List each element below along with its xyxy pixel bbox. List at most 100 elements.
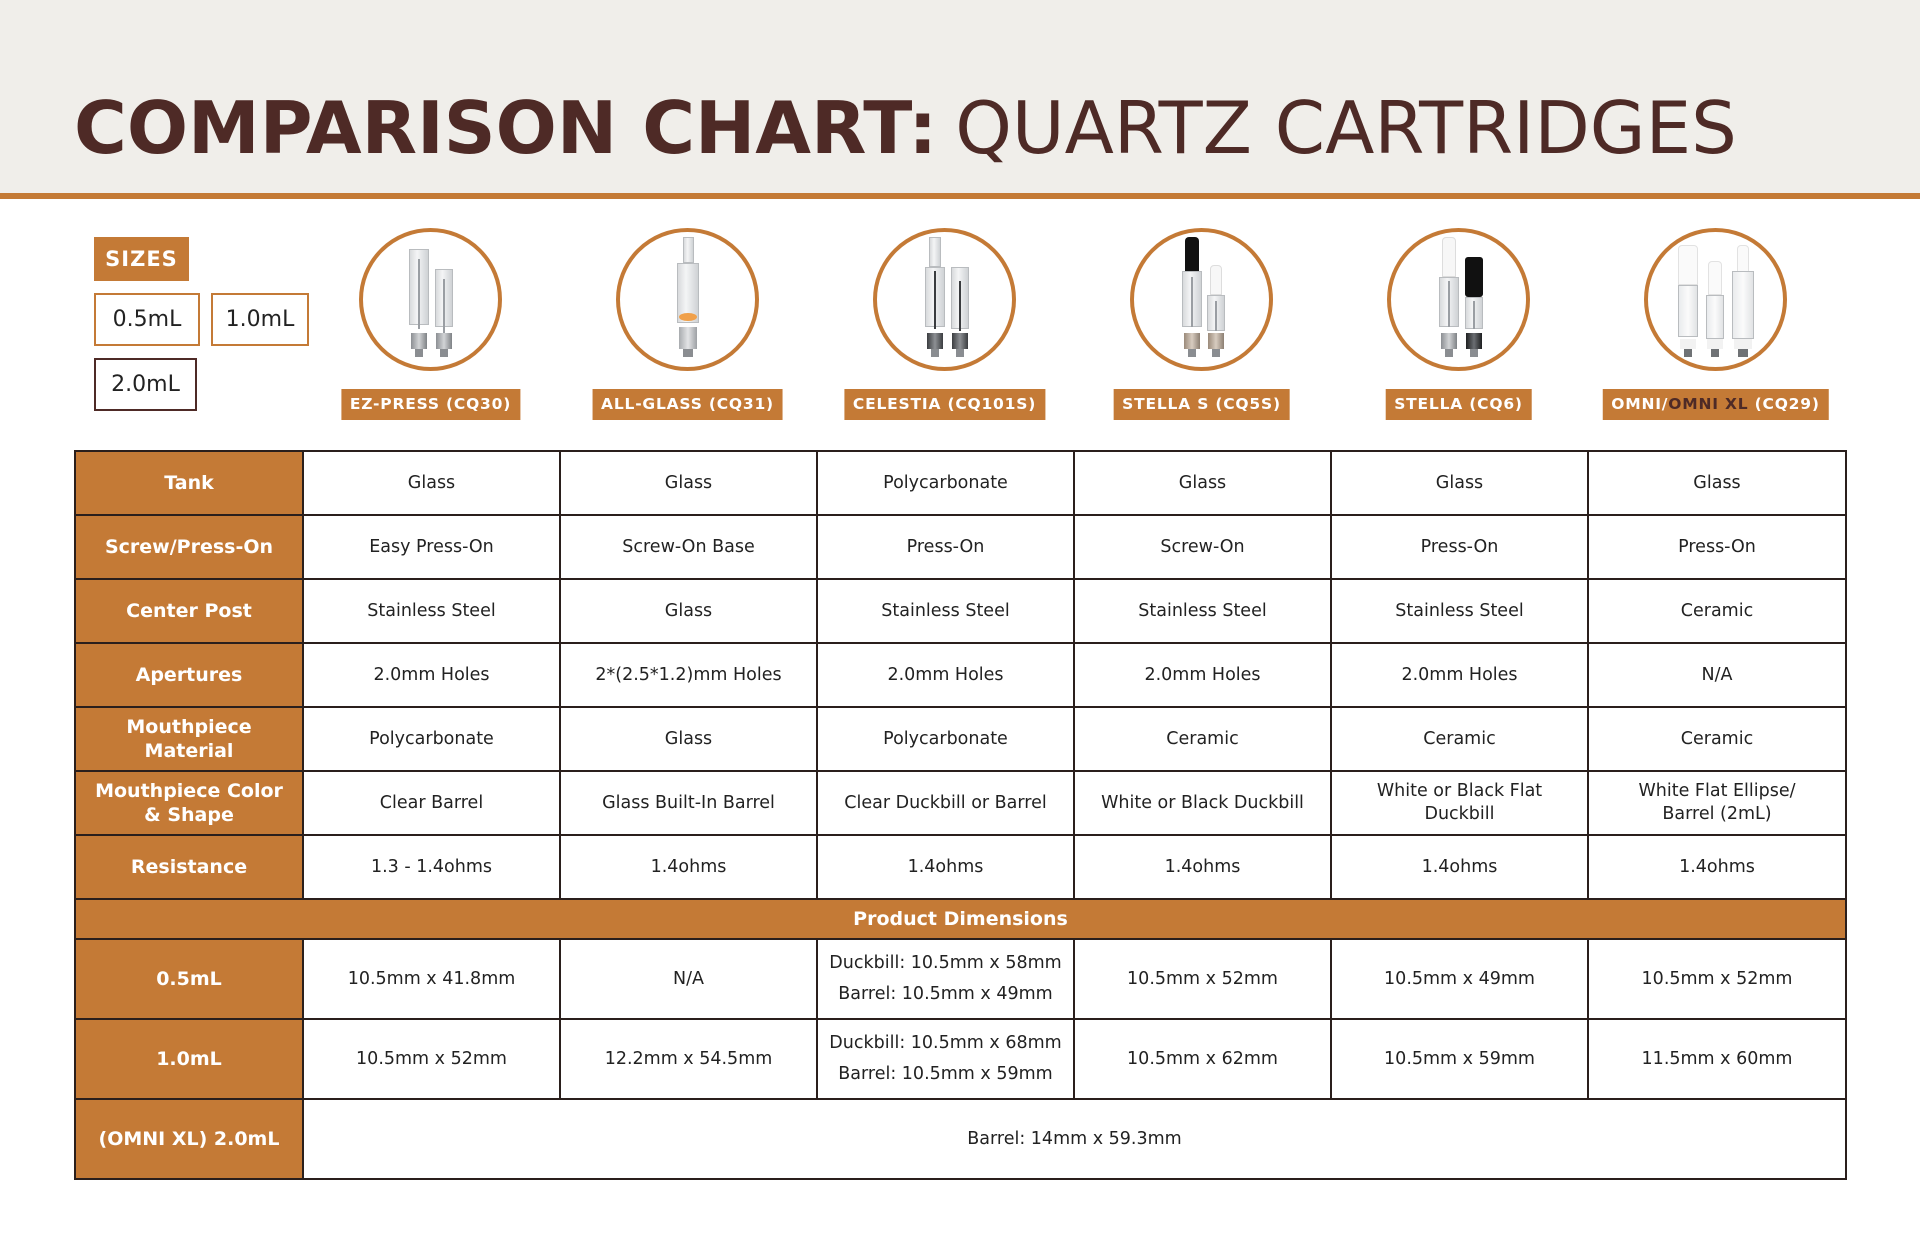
product-label-all-glass: ALL-GLASS (CQ31): [592, 389, 783, 420]
product-label-ez-press: EZ-PRESS (CQ30): [340, 389, 521, 420]
table-row-dim-20ml: (OMNI XL) 2.0mL Barrel: 14mm x 59.3mm: [74, 1098, 1847, 1180]
section-title: Product Dimensions: [74, 898, 1847, 940]
label-part: OMNI/: [1611, 395, 1669, 413]
table-row-tank: Tank Glass Glass Polycarbonate Glass Gla…: [74, 450, 1847, 516]
comparison-table: Tank Glass Glass Polycarbonate Glass Gla…: [74, 450, 1847, 1180]
cell-line: 10.5mm x 52mm: [1127, 968, 1278, 989]
cartridge-icon: [1465, 257, 1483, 357]
cartridge-icon: [1706, 261, 1724, 357]
table-cell: 10.5mm x 52mm: [302, 1018, 561, 1100]
table-cell: White Flat Ellipse/Barrel (2mL): [1587, 770, 1847, 836]
table-cell: 10.5mm x 41.8mm: [302, 938, 561, 1020]
size-05ml: 0.5mL: [94, 293, 200, 346]
cell-line: Clear Barrel: [379, 792, 484, 813]
row-label: 0.5mL: [74, 938, 304, 1020]
product-all-glass: ALL-GLASS (CQ31): [559, 226, 816, 426]
cartridge-icon: [925, 237, 945, 357]
row-label: Tank: [74, 450, 304, 516]
table-cell: White or Black Flat Duckbill: [1330, 770, 1589, 836]
table-cell: 2*(2.5*1.2)mm Holes: [559, 642, 818, 708]
title-light: QUARTZ CARTRIDGES: [955, 86, 1737, 170]
product-omni: OMNI/OMNI XL (CQ29): [1587, 226, 1844, 426]
cartridge-icon: [1732, 245, 1754, 357]
table-cell: Stainless Steel: [1073, 578, 1332, 644]
page-title: COMPARISON CHART: QUARTZ CARTRIDGES: [74, 88, 1737, 168]
product-image-stella-s: [1130, 228, 1273, 371]
table-cell: Ceramic: [1330, 706, 1589, 772]
row-label: Mouthpiece Color & Shape: [74, 770, 304, 836]
table-cell: 1.4ohms: [559, 834, 818, 900]
product-image-all-glass: [616, 228, 759, 371]
cell-line: Duckbill: [1424, 804, 1495, 824]
table-cell: 12.2mm x 54.5mm: [559, 1018, 818, 1100]
cartridge-icon: [677, 237, 699, 357]
table-cell: 10.5mm x 52mm: [1587, 938, 1847, 1020]
table-row-dim-10ml: 1.0mL 10.5mm x 52mm 12.2mm x 54.5mm Duck…: [74, 1018, 1847, 1100]
table-cell: Clear Duckbill or Barrel: [816, 770, 1075, 836]
cartridge-icon: [1182, 237, 1202, 357]
product-image-omni: [1644, 228, 1787, 371]
table-cell: 1.3 - 1.4ohms: [302, 834, 561, 900]
cell-line: Barrel: 10.5mm x 59mm: [838, 1064, 1053, 1084]
table-row-mouthpiece-material: Mouthpiece Material Polycarbonate Glass P…: [74, 706, 1847, 772]
cell-line: Barrel (2mL): [1662, 804, 1772, 824]
product-label-stella: STELLA (CQ6): [1385, 389, 1532, 420]
cartridge-icon: [1207, 265, 1225, 357]
table-cell-spanning: Barrel: 14mm x 59.3mm: [302, 1098, 1847, 1180]
table-cell: Polycarbonate: [816, 706, 1075, 772]
cell-line: 10.5mm x 62mm: [1127, 1048, 1278, 1069]
table-cell: Glass: [1073, 450, 1332, 516]
table-row-dim-05ml: 0.5mL 10.5mm x 41.8mm N/A Duckbill: 10.5…: [74, 938, 1847, 1020]
table-row-screw: Screw/Press-On Easy Press-On Screw-On Ba…: [74, 514, 1847, 580]
table-cell: 10.5mm x 52mm: [1073, 938, 1332, 1020]
label-part: (CQ29): [1748, 395, 1820, 413]
table-cell: Glass: [559, 578, 818, 644]
table-cell: 2.0mm Holes: [302, 642, 561, 708]
table-cell: Easy Press-On: [302, 514, 561, 580]
table-cell: Duckbill: 10.5mm x 68mm Barrel: 10.5mm x …: [816, 1018, 1075, 1100]
table-cell: Stainless Steel: [816, 578, 1075, 644]
table-cell: White or Black Duckbill: [1073, 770, 1332, 836]
size-10ml: 1.0mL: [211, 293, 309, 346]
table-cell: Glass: [1330, 450, 1589, 516]
table-cell: Duckbill: 10.5mm x 58mm Barrel: 10.5mm x …: [816, 938, 1075, 1020]
row-label: Screw/Press-On: [74, 514, 304, 580]
cell-line: White Flat Ellipse/: [1638, 781, 1796, 801]
header-band: [0, 0, 1920, 193]
table-cell: 1.4ohms: [816, 834, 1075, 900]
cell-line: Duckbill: 10.5mm x 68mm: [829, 1033, 1062, 1053]
table-cell: 11.5mm x 60mm: [1587, 1018, 1847, 1100]
product-image-celestia: [873, 228, 1016, 371]
table-cell: Glass: [559, 706, 818, 772]
table-cell: N/A: [1587, 642, 1847, 708]
row-label: 1.0mL: [74, 1018, 304, 1100]
cell-line: 10.5mm x 41.8mm: [347, 968, 516, 989]
cell-line: 10.5mm x 52mm: [356, 1048, 507, 1069]
row-label-line: Mouthpiece Color: [95, 780, 283, 802]
table-cell: 2.0mm Holes: [1073, 642, 1332, 708]
row-label-line: Material: [144, 740, 234, 762]
table-row-center-post: Center Post Stainless Steel Glass Stainl…: [74, 578, 1847, 644]
table-cell: Stainless Steel: [302, 578, 561, 644]
product-image-ez-press: [359, 228, 502, 371]
size-20ml: 2.0mL: [94, 358, 197, 411]
table-cell: Ceramic: [1587, 706, 1847, 772]
cell-line: 10.5mm x 52mm: [1641, 968, 1793, 989]
table-cell: Press-On: [1587, 514, 1847, 580]
row-label: Apertures: [74, 642, 304, 708]
table-cell: Polycarbonate: [816, 450, 1075, 516]
product-celestia: CELESTIA (CQ101S): [816, 226, 1073, 426]
table-cell: Ceramic: [1073, 706, 1332, 772]
product-label-stella-s: STELLA S (CQ5S): [1113, 389, 1290, 420]
table-row-resistance: Resistance 1.3 - 1.4ohms 1.4ohms 1.4ohms…: [74, 834, 1847, 900]
table-cell: Press-On: [816, 514, 1075, 580]
product-image-stella: [1387, 228, 1530, 371]
table-cell: Ceramic: [1587, 578, 1847, 644]
cell-line: 11.5mm x 60mm: [1641, 1048, 1793, 1069]
product-stella: STELLA (CQ6): [1330, 226, 1587, 426]
table-cell: Screw-On Base: [559, 514, 818, 580]
cartridge-icon: [1439, 237, 1459, 357]
table-cell: 1.4ohms: [1587, 834, 1847, 900]
table-cell: N/A: [559, 938, 818, 1020]
row-label-line: Mouthpiece: [126, 716, 252, 738]
